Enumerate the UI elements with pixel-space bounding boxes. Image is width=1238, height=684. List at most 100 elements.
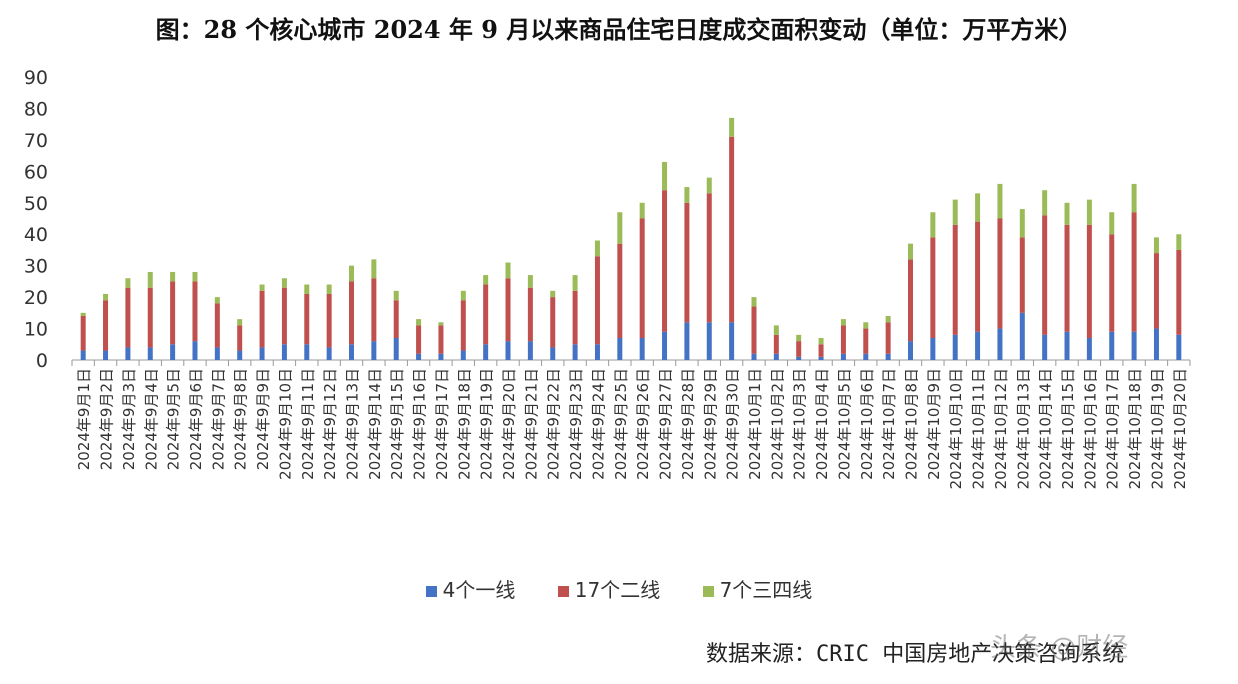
legend-label-tier34: 7个三四线 [719, 578, 813, 602]
legend-item-tier2: 17个二线 [557, 574, 661, 603]
legend-label-tier2: 17个二线 [574, 578, 661, 602]
bar-segment [863, 328, 869, 354]
x-tick-label: 2024年9月15日 [388, 368, 406, 480]
x-tick-label: 2024年9月12日 [321, 368, 339, 480]
bar-segment [304, 284, 310, 294]
x-tick-label: 2024年10月11日 [970, 368, 988, 489]
x-tick-label: 2024年9月20日 [500, 368, 518, 480]
bar-segment [773, 325, 779, 335]
y-tick-label: 90 [24, 67, 48, 89]
bar-segment [237, 319, 243, 326]
bar-segment [550, 347, 556, 360]
x-tick-label: 2024年9月14日 [366, 368, 384, 480]
y-tick-label: 0 [36, 350, 48, 372]
bar-segment [1064, 331, 1070, 360]
x-tick-label: 2024年10月4日 [813, 368, 831, 480]
bar-segment [908, 243, 913, 260]
watermark: 头条 @财经 [990, 633, 1129, 663]
x-tick-label: 2024年9月19日 [478, 368, 496, 480]
bar-segment [80, 315, 86, 351]
bar-segment [751, 297, 757, 307]
x-tick-label: 2024年9月18日 [455, 368, 473, 480]
legend-swatch-tier34 [702, 586, 714, 597]
bar-segment [103, 350, 109, 360]
bar-segment [125, 347, 131, 360]
bar-segment [1064, 224, 1070, 332]
bar-segment [662, 331, 668, 360]
bar-segment [684, 322, 690, 360]
bar-segment [594, 344, 600, 360]
bar-segment [214, 297, 220, 304]
x-tick-label: 2024年9月10日 [276, 368, 294, 480]
bar-segment [930, 337, 936, 360]
bar-segment [930, 212, 936, 238]
bar-segment [885, 315, 891, 323]
bar-segment [259, 290, 265, 348]
bar-segment [684, 187, 690, 203]
bar-segment [371, 259, 377, 279]
bar-segment [393, 300, 399, 338]
bar-segment [416, 319, 422, 326]
bar-segment [952, 224, 958, 335]
legend-item-tier1: 4个一线 [425, 574, 516, 603]
bar-segment [639, 218, 645, 338]
bar-segment [1042, 215, 1048, 335]
bar-segment [930, 237, 936, 338]
x-tick-label: 2024年10月10日 [947, 368, 965, 489]
bar-segment [617, 337, 623, 360]
bar-segment [192, 281, 198, 342]
bar-segment [259, 284, 265, 291]
x-tick-label: 2024年9月29日 [701, 368, 719, 480]
bar-segment [438, 322, 444, 326]
x-tick-label: 2024年9月26日 [634, 368, 652, 480]
x-tick-label: 2024年10月16日 [1081, 368, 1099, 489]
bar-segment [304, 344, 310, 360]
bar-segment [326, 284, 332, 294]
bar-segment [818, 344, 824, 357]
x-tick-label: 2024年9月17日 [433, 368, 451, 480]
x-tick-label: 2024年10月15日 [1059, 368, 1077, 489]
bar-segment [662, 190, 668, 332]
y-tick-label: 60 [24, 161, 48, 183]
bar-segment [550, 297, 556, 348]
legend-label-tier1: 4个一线 [442, 578, 516, 602]
bar-segment [192, 341, 198, 360]
legend-item-tier34: 7个三四线 [702, 574, 813, 603]
x-tick-label: 2024年10月18日 [1126, 368, 1144, 489]
x-tick-label: 2024年9月11日 [299, 368, 317, 480]
bar-segment [818, 337, 824, 345]
bar-segment [527, 341, 533, 360]
bar-segment [125, 287, 131, 348]
bar-segment [170, 281, 176, 345]
bar-segment [416, 353, 422, 360]
chart-legend: 4个一线 17个二线 7个三四线 [0, 574, 1238, 603]
bar-segment [773, 334, 779, 354]
bar-segment [147, 271, 153, 288]
bar-segment [572, 290, 578, 345]
bar-segment [662, 161, 668, 191]
bar-segment [706, 322, 712, 360]
y-tick-label: 40 [24, 224, 48, 246]
bar-segment [863, 322, 869, 329]
bar-segment [170, 271, 176, 282]
x-tick-label: 2024年9月8日 [232, 368, 250, 470]
bar-segment [349, 344, 354, 360]
bar-segment [997, 328, 1003, 360]
bar-segment [1109, 212, 1115, 235]
bar-segment [796, 356, 802, 360]
bar-segment [393, 337, 399, 360]
bar-segment [1042, 334, 1048, 360]
x-tick-label: 2024年10月14日 [1037, 368, 1055, 489]
bar-segment [997, 218, 1003, 329]
x-tick-label: 2024年9月27日 [657, 368, 675, 480]
bar-segment [483, 275, 489, 285]
x-tick-label: 2024年10月13日 [1014, 368, 1032, 489]
bar-segment [997, 183, 1003, 219]
bar-segment [1086, 224, 1092, 338]
x-tick-label: 2024年10月6日 [858, 368, 876, 480]
x-tick-label: 2024年10月20日 [1171, 368, 1189, 489]
x-tick-label: 2024年10月12日 [992, 368, 1010, 489]
bar-segment [885, 353, 891, 360]
bar-segment [393, 290, 399, 301]
x-tick-label: 2024年10月7日 [880, 368, 898, 480]
